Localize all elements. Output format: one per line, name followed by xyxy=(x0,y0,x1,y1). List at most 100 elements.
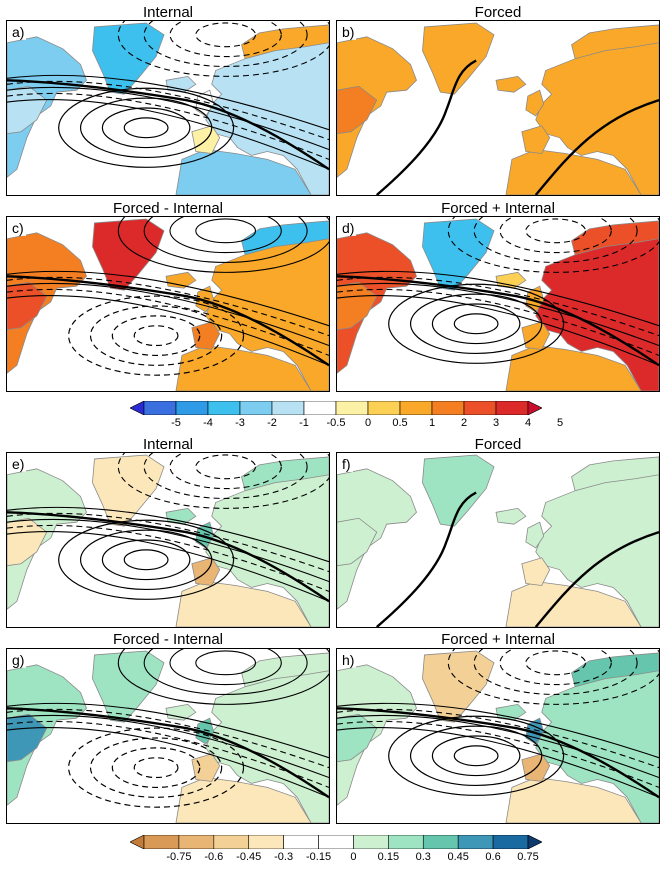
contour-jet xyxy=(7,530,329,602)
land-iceland xyxy=(165,271,197,289)
contour-zero xyxy=(7,511,329,603)
panel-label-h: h) xyxy=(340,652,357,668)
contour-high xyxy=(388,283,565,364)
land-greenland xyxy=(422,22,495,95)
contour-high xyxy=(101,539,191,581)
contour-jet xyxy=(7,98,329,170)
panel-label-a: a) xyxy=(10,24,27,40)
colorbar-tick-label: 0.6 xyxy=(485,851,501,863)
colorbar-swatch xyxy=(367,401,401,415)
contour-jet xyxy=(7,270,329,327)
contour-jet xyxy=(7,86,329,151)
land-labrador xyxy=(7,517,48,567)
contour-zero xyxy=(337,275,659,367)
colorbar-temperature-swatches xyxy=(130,401,542,415)
colorbar-tick-label: -5 xyxy=(171,417,181,429)
map-panel-a: a) xyxy=(6,20,330,196)
land-canada xyxy=(337,664,417,806)
contour-low xyxy=(117,649,329,705)
contour-high xyxy=(133,757,179,779)
contour-lines xyxy=(375,59,659,195)
contour-zero xyxy=(7,707,329,799)
contour-high xyxy=(68,295,245,376)
contour-low xyxy=(143,21,308,68)
contour-jet xyxy=(337,720,659,788)
colorbar-swatch xyxy=(318,835,354,849)
contour-lines xyxy=(7,649,329,808)
colorbar-swatch xyxy=(143,835,180,849)
colorbar-temperature-ticks: -5 -4 -3 -2 -1 -0.5 0 0.5 1 2 3 4 5 xyxy=(130,417,563,431)
map-d xyxy=(337,217,659,391)
colorbar-swatch xyxy=(457,835,494,849)
contour-low xyxy=(117,217,329,273)
colorbar-precipitation-swatches xyxy=(130,835,542,849)
contour-jet xyxy=(7,282,329,347)
contour-low xyxy=(525,218,587,244)
colorbar-swatch xyxy=(207,401,241,415)
colorbar-swatch xyxy=(463,401,497,415)
land-labrador xyxy=(337,713,378,763)
contour-low xyxy=(473,649,638,696)
colorbar-swatch xyxy=(239,401,273,415)
colorbar-temperature: -5 -4 -3 -2 -1 -0.5 0 0.5 1 2 3 4 5 xyxy=(130,401,563,429)
colorbar-end-low xyxy=(130,835,145,849)
contour-low xyxy=(143,217,308,264)
contour-lines xyxy=(375,491,659,627)
contour-zero xyxy=(7,275,329,367)
colorbar-tick-label: 0 xyxy=(364,417,372,429)
map-panel-e: e) xyxy=(6,452,330,628)
panel-label-f: f) xyxy=(340,456,353,472)
contour-low xyxy=(169,217,282,254)
contour-low xyxy=(117,453,329,509)
panel-label-c: c) xyxy=(10,220,26,236)
colorbar-swatch xyxy=(175,401,209,415)
contour-high xyxy=(431,735,521,777)
contour-zero xyxy=(337,707,659,799)
colorbar-tick-label: 4 xyxy=(524,417,532,429)
panel-title-b: Forced xyxy=(474,4,522,21)
contour-jet xyxy=(337,294,659,366)
colorbar-tick-label: 0.15 xyxy=(377,851,400,863)
contour-jet xyxy=(337,726,659,798)
land-iberia xyxy=(521,557,551,586)
map-f xyxy=(337,454,659,627)
colorbar-tick-label: 0.75 xyxy=(517,851,539,863)
panel-title-c: Forced - Internal xyxy=(112,200,224,217)
contour-high xyxy=(453,745,499,767)
contour-jet xyxy=(7,524,329,592)
land-iceland xyxy=(165,703,197,721)
map-panel-g: g) xyxy=(6,648,330,824)
contour-high xyxy=(58,519,235,600)
contour-jet xyxy=(337,270,659,327)
contour-jet xyxy=(7,714,329,779)
land-iceland xyxy=(495,507,527,525)
colorbar-swatch xyxy=(248,835,284,849)
contour-low xyxy=(447,649,659,705)
contour-jet xyxy=(7,720,329,788)
panel-title-f: Forced xyxy=(474,436,522,453)
map-panel-b: b) xyxy=(336,20,660,196)
land-canada xyxy=(337,468,417,610)
map-g xyxy=(7,649,329,823)
map-c xyxy=(7,217,329,391)
land-greenland xyxy=(422,454,495,527)
colorbar-swatch xyxy=(178,835,215,849)
contour-high xyxy=(431,303,521,345)
contour-high xyxy=(101,107,191,149)
colorbar-swatch xyxy=(495,401,529,415)
colorbar-tick-label: 5 xyxy=(556,417,564,429)
panel-title-d: Forced + Internal xyxy=(441,200,555,217)
land-canada xyxy=(7,468,87,610)
contour-low xyxy=(195,218,257,244)
contour-low xyxy=(525,650,587,676)
contour-jet xyxy=(7,726,329,798)
map-panel-h: h) xyxy=(336,648,660,824)
land-masses xyxy=(337,22,659,195)
contour-jet xyxy=(7,506,329,563)
contour-high xyxy=(58,87,235,168)
map-panel-f: f) xyxy=(336,452,660,628)
colorbar-tick-label: -4 xyxy=(203,417,213,429)
colorbar-tick-label: 0.3 xyxy=(415,851,431,863)
map-e xyxy=(7,453,329,627)
land-canada xyxy=(7,664,87,806)
